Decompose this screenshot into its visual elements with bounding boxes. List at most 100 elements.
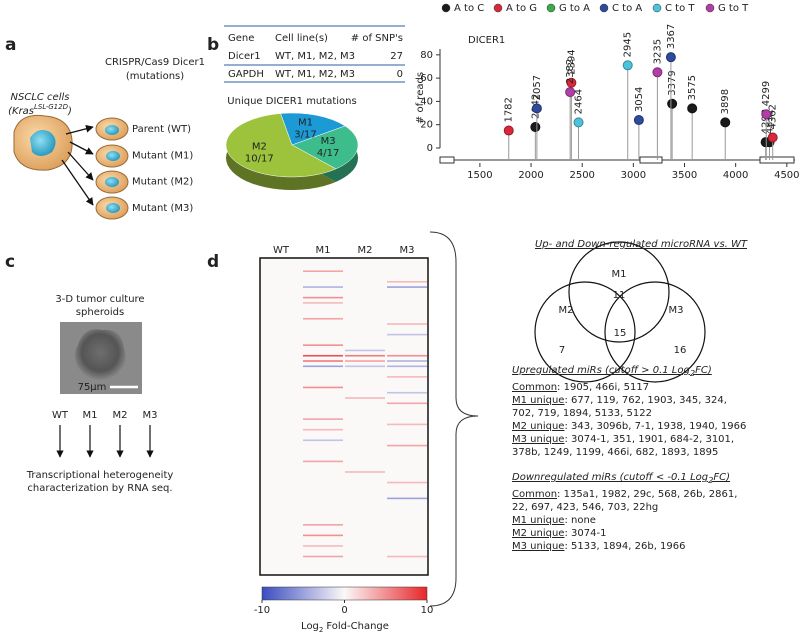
y-tick-label: 20 (420, 120, 433, 131)
heatmap-cell (303, 423, 343, 426)
panel-label: c (5, 252, 15, 272)
position-label: 2945 (623, 32, 634, 57)
heatmap-cell (387, 296, 427, 299)
heatmap-bg (260, 258, 428, 575)
heatmap-cell (261, 423, 301, 426)
lollipop-head (633, 115, 644, 126)
heatmap-cell (345, 349, 385, 352)
cell-genotype-part: LSL-G12D (34, 103, 69, 111)
position-label: 4331 (765, 109, 776, 134)
mir-title-part: FC) (713, 472, 731, 483)
table-cell: Dicer1 (228, 51, 261, 62)
heatmap-cell (345, 317, 385, 320)
heatmap-cell (387, 497, 427, 500)
panel-a-subtitle: (mutations) (126, 71, 184, 82)
heatmap-cell (387, 317, 427, 320)
heatmap-cell (303, 354, 343, 357)
mir-group-label: M3 unique (512, 541, 565, 552)
colorbar-label: Log2 Fold-Change (301, 621, 389, 633)
cell-line-label: Mutant (M2) (132, 177, 193, 188)
heatmap-cell (387, 487, 427, 489)
legend-swatch (546, 3, 556, 13)
heatmap-cell (261, 460, 301, 463)
venn-title: Up- and Down-regulated microRNA vs. WT (535, 239, 748, 250)
heatmap-cell (387, 518, 427, 521)
mir-group-items: : 3074-1, 351, 1901, 684-2, 3101, 378b, … (512, 434, 735, 458)
heatmap-cell (345, 270, 385, 273)
mir-group-items: : 3074-1 (564, 528, 607, 539)
heatmap-cell (303, 381, 343, 383)
pie-label: M2 (252, 142, 267, 153)
heatmap-cell (387, 460, 427, 463)
heatmap-cell (345, 434, 385, 436)
heatmap-cell (303, 481, 343, 484)
heatmap-cell (345, 545, 385, 547)
heatmap-cell (345, 339, 385, 341)
heatmap-cell (387, 397, 427, 399)
position-label: 2464 (574, 89, 585, 114)
heatmap-cell (303, 386, 343, 389)
heatmap-cell (387, 402, 427, 405)
heatmap-cell (261, 275, 301, 278)
heatmap-cell (261, 481, 301, 484)
heatmap-cell (387, 328, 427, 331)
heatmap-cell (387, 545, 427, 547)
arrows-a (61, 124, 94, 206)
heatmap-cell (345, 376, 385, 378)
heatmap-cell (345, 492, 385, 494)
heatmap-cell (303, 418, 343, 420)
mir-block-title: Downregulated miRs (cutoff < -0.1 Log2FC… (512, 471, 752, 487)
heatmap-cell (261, 397, 301, 399)
heatmap-cell (387, 471, 427, 473)
heatmap-cell (303, 539, 343, 542)
heatmap-cell (261, 312, 301, 315)
heatmap-cell (303, 566, 343, 568)
table-cell: GAPDH (228, 69, 264, 80)
table-header: # of SNP's (351, 33, 403, 44)
heatmap-cell (303, 376, 343, 378)
heatmap-cell (345, 402, 385, 405)
gene-structure (439, 156, 795, 164)
heatmap-cell (303, 339, 343, 341)
table-rules (224, 25, 405, 83)
heatmap-column-label: M1 (316, 245, 331, 256)
heatmap-cell (261, 317, 301, 320)
mir-lists: Upregulated miRs (cutoff > 0.1 Log2FC) Co… (512, 364, 752, 565)
venn-set-name: M3 (669, 305, 684, 316)
panel-c-title: spheroids (76, 307, 124, 318)
heatmap-cell (303, 407, 343, 410)
cell-source: NSCLC cells (11, 92, 70, 103)
heatmap-cell (345, 476, 385, 479)
heatmap-cell (303, 444, 343, 447)
heatmap-cell (261, 339, 301, 341)
heatmap-cell (387, 376, 427, 378)
heatmap-cell (303, 291, 343, 294)
heatmap-cell (345, 386, 385, 389)
heatmap-column-label: M3 (400, 245, 415, 256)
heatmap-cell (303, 265, 343, 267)
lollipop-head (667, 98, 678, 109)
x-tick-label: 2000 (518, 170, 543, 181)
heatmap-cell (345, 571, 385, 574)
heatmap-cell (261, 529, 301, 531)
heatmap-cell (303, 550, 343, 553)
position-label: 2382 (565, 59, 576, 84)
heatmap-cell (261, 391, 301, 394)
heatmap-column-label: M2 (358, 245, 373, 256)
pie-title: Unique DICER1 mutations (227, 96, 356, 107)
heatmap-cell (261, 386, 301, 389)
legend-label: C to T (665, 3, 695, 14)
heatmap-cell (387, 381, 427, 383)
heatmap-cell (387, 291, 427, 294)
heatmap-cell (387, 423, 427, 426)
small-cells (95, 117, 129, 220)
heatmap-cell (261, 349, 301, 352)
heatmap-cell (261, 302, 301, 304)
cell-line-label: Mutant (M1) (132, 150, 193, 161)
heatmap-cell (345, 487, 385, 489)
heatmap-cell (387, 312, 427, 315)
heatmap-cell (387, 418, 427, 420)
heatmap-cell (261, 455, 301, 457)
heatmap-cell (387, 349, 427, 352)
cell-genotype-part: (Kras (8, 106, 34, 117)
